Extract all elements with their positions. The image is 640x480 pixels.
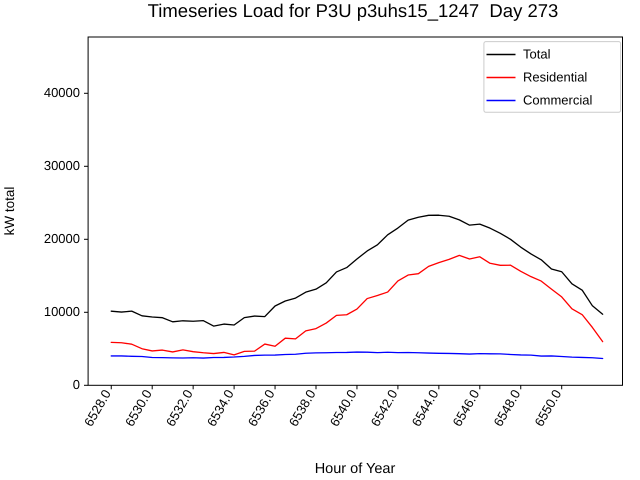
svg-text:6540.0: 6540.0 xyxy=(327,387,360,429)
svg-text:20000: 20000 xyxy=(44,231,80,246)
svg-text:30000: 30000 xyxy=(44,158,80,173)
svg-text:6544.0: 6544.0 xyxy=(409,387,442,429)
svg-text:Hour of Year: Hour of Year xyxy=(315,461,396,477)
svg-text:6532.0: 6532.0 xyxy=(163,387,196,429)
svg-text:6528.0: 6528.0 xyxy=(81,387,114,429)
svg-text:0: 0 xyxy=(73,377,80,392)
svg-text:Residential: Residential xyxy=(523,70,587,85)
svg-text:6546.0: 6546.0 xyxy=(450,387,483,429)
svg-text:6536.0: 6536.0 xyxy=(245,387,278,429)
svg-text:6534.0: 6534.0 xyxy=(204,387,237,429)
svg-text:6548.0: 6548.0 xyxy=(490,387,523,429)
svg-text:Commercial: Commercial xyxy=(523,93,592,108)
svg-text:6530.0: 6530.0 xyxy=(122,387,155,429)
svg-text:Timeseries Load for P3U p3uhs1: Timeseries Load for P3U p3uhs15_1247 Day… xyxy=(148,0,559,21)
svg-text:6550.0: 6550.0 xyxy=(531,387,564,429)
svg-text:kW total: kW total xyxy=(2,187,17,236)
svg-text:40000: 40000 xyxy=(44,85,80,100)
svg-text:6542.0: 6542.0 xyxy=(368,387,401,429)
svg-text:Total: Total xyxy=(523,47,551,62)
svg-text:6538.0: 6538.0 xyxy=(286,387,319,429)
svg-text:10000: 10000 xyxy=(44,304,80,319)
